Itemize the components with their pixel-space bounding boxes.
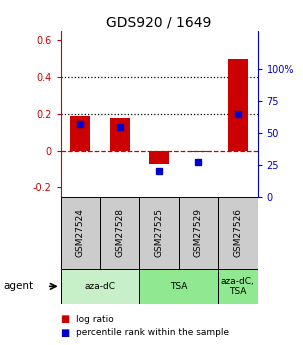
Text: percentile rank within the sample: percentile rank within the sample	[76, 328, 229, 337]
Bar	[149, 151, 169, 164]
Title: GDS920 / 1649: GDS920 / 1649	[106, 16, 212, 30]
Text: aza-dC: aza-dC	[85, 282, 115, 291]
Text: GSM27528: GSM27528	[115, 208, 124, 257]
Text: GSM27525: GSM27525	[155, 208, 164, 257]
Text: GSM27526: GSM27526	[233, 208, 242, 257]
Bar	[188, 151, 208, 152]
Text: ■: ■	[61, 328, 70, 338]
Bar	[139, 197, 179, 269]
Bar	[218, 269, 258, 304]
Bar	[61, 269, 139, 304]
Bar	[70, 116, 90, 151]
Text: ■: ■	[61, 314, 70, 324]
Text: agent: agent	[3, 282, 33, 291]
Text: TSA: TSA	[170, 282, 188, 291]
Bar	[228, 59, 248, 151]
Bar	[110, 118, 130, 151]
Bar	[100, 197, 139, 269]
Text: GSM27524: GSM27524	[76, 208, 85, 257]
Bar	[139, 269, 218, 304]
Text: log ratio: log ratio	[76, 315, 114, 324]
Bar	[61, 197, 100, 269]
Bar	[218, 197, 258, 269]
Text: aza-dC,
TSA: aza-dC, TSA	[221, 277, 255, 296]
Text: GSM27529: GSM27529	[194, 208, 203, 257]
Bar	[179, 197, 218, 269]
